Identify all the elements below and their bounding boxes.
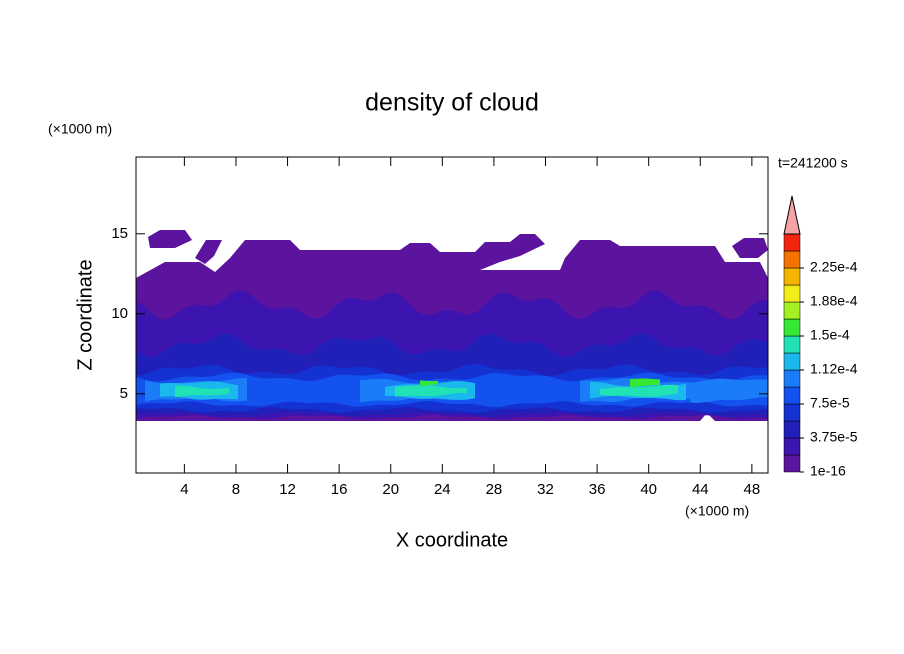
- x-axis-label: X coordinate: [396, 529, 508, 551]
- y-tick-label: 15: [111, 225, 128, 242]
- x-tick-label: 20: [382, 481, 399, 498]
- x-tick-label: 32: [537, 481, 554, 498]
- contour-band: [395, 384, 467, 397]
- y-tick-label: 5: [120, 385, 128, 402]
- x-tick-label: 36: [589, 481, 606, 498]
- colorbar-swatch: [783, 386, 801, 405]
- colorbar-swatch: [783, 437, 801, 456]
- x-tick-label: 28: [486, 481, 503, 498]
- x-tick-label: 4: [180, 481, 188, 498]
- contour-band: [420, 380, 438, 386]
- colorbar-label: 3.75e-5: [810, 429, 858, 445]
- colorbar-swatch: [783, 352, 801, 371]
- y-tick-label: 10: [111, 305, 128, 322]
- y-axis-label: Z coordinate: [74, 259, 96, 370]
- colorbar-swatch: [783, 233, 801, 252]
- colorbar-swatch: [783, 301, 801, 320]
- y-unit: (×1000 m): [48, 121, 112, 137]
- contour-band: [148, 230, 192, 248]
- colorbar-swatch: [783, 335, 801, 354]
- colorbar-swatch: [783, 369, 801, 388]
- x-tick-label: 8: [232, 481, 240, 498]
- contour-band: [600, 384, 678, 397]
- chart-title: density of cloud: [365, 89, 539, 117]
- colorbar-swatch: [783, 267, 801, 286]
- contour-band: [175, 385, 229, 398]
- x-tick-label: 40: [640, 481, 657, 498]
- colorbar-over: [783, 195, 801, 235]
- x-tick-label: 48: [744, 481, 761, 498]
- contour-band: [630, 378, 660, 388]
- x-tick-label: 24: [434, 481, 451, 498]
- colorbar-label: 7.5e-5: [810, 395, 850, 411]
- contour-band: [732, 238, 768, 258]
- colorbar-label: 2.25e-4: [810, 259, 858, 275]
- colorbar-swatch: [783, 318, 801, 337]
- x-unit: (×1000 m): [685, 503, 749, 519]
- x-tick-label: 16: [331, 481, 348, 498]
- colorbar-swatch: [783, 284, 801, 303]
- plot-frame: [135, 156, 769, 474]
- colorbar-label: 1e-16: [810, 463, 846, 479]
- colorbar-swatch: [783, 250, 801, 269]
- colorbar-swatch: [783, 420, 801, 439]
- colorbar-label: 1.88e-4: [810, 293, 858, 309]
- colorbar-swatch: [783, 454, 801, 473]
- contour-field: [136, 230, 768, 421]
- contour-band: [690, 378, 768, 403]
- colorbar-label: 1.5e-4: [810, 327, 850, 343]
- colorbar-swatch: [783, 403, 801, 422]
- contour-band: [195, 240, 222, 264]
- time-label: t=241200 s: [778, 155, 848, 171]
- x-tick-label: 12: [279, 481, 296, 498]
- x-tick-label: 44: [692, 481, 709, 498]
- colorbar-label: 1.12e-4: [810, 361, 858, 377]
